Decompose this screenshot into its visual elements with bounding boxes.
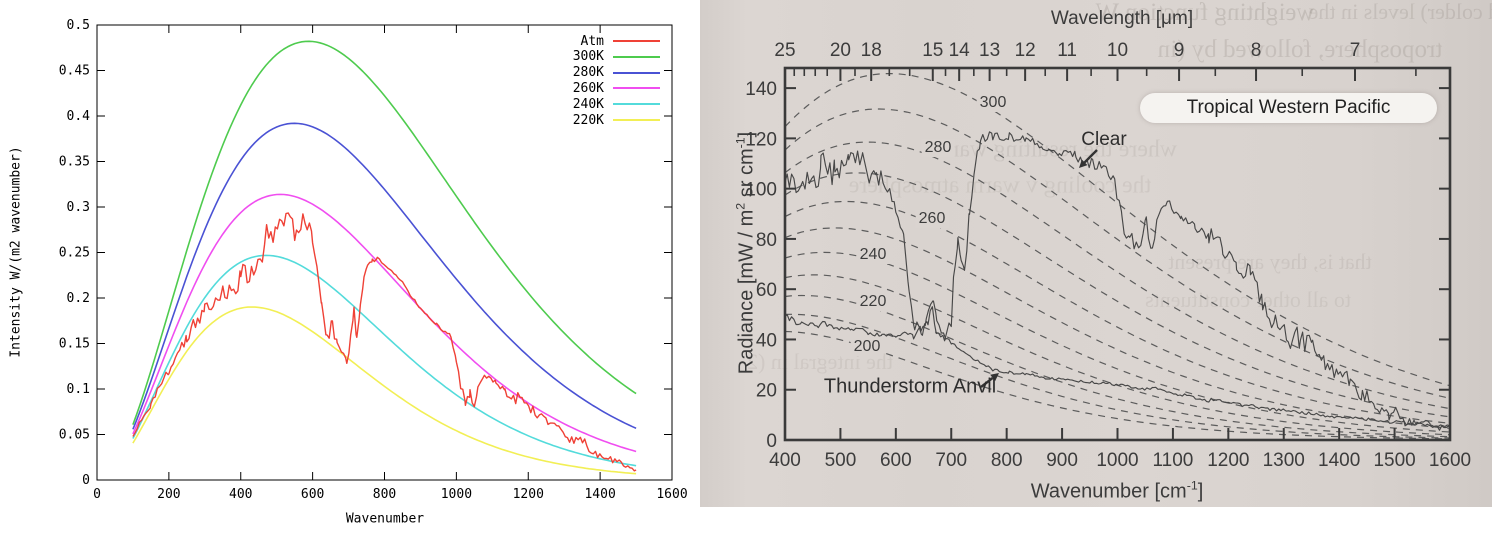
blackbody-curve-280K [785,141,1450,410]
wavelength-tick-label: 15 [922,40,943,61]
x-tick-label: 1100 [1152,450,1193,471]
blackbody-curve-260K [785,200,1450,424]
y-tick-label: 80 [756,230,777,251]
curve-220K [132,306,637,475]
y-tick-label: 40 [756,330,777,351]
x-tick-label: 800 [991,450,1023,471]
x-tick-label: 1600 [656,487,687,502]
curve-260K [132,193,637,453]
y-tick-label: 140 [745,79,777,100]
spectrum-thunderstorm-anvil [785,300,1450,428]
wavelength-tick-label: 20 [830,40,851,61]
wavelength-tick-label: 13 [979,40,1000,61]
blackbody-curve-240K [785,251,1450,433]
blackbody-curve-230K [785,274,1450,436]
wavelength-tick-label: 9 [1174,40,1185,61]
x-tick-label: 400 [229,487,252,502]
right-chart: 400 500 600 700 800 900 1000 1100 1200 1300 1400 15… [745,40,1471,471]
x-tick-label: 1200 [1207,450,1249,471]
wavelength-tick-label: 7 [1350,40,1361,61]
blackbody-curve-250K [785,227,1450,429]
x-tick-label: 200 [157,487,180,502]
left-axis-ticks: 0 200 400 600 800 1000 1200 1400 1600 0 0.05 0.1 0.1… [59,18,688,502]
x-tick-label: 500 [825,450,857,471]
blackbody-curve-290K [785,108,1450,399]
arrow-shaft [980,376,994,388]
blackbody-curve-200K [785,330,1450,440]
curve-280K [132,122,637,430]
x-tick-label: 0 [93,487,101,502]
x-tick-label: 1000 [441,487,472,502]
wavelength-tick-label: 25 [774,40,795,61]
x-tick-label: 600 [301,487,324,502]
y-tick-label: 0.35 [59,155,90,170]
wavelength-tick-label: 8 [1251,40,1262,61]
blackbody-curve-300K [785,73,1450,387]
arrow-head [990,373,999,382]
wavelength-tick-label: 12 [1015,40,1036,61]
x-tick-label: 1400 [1318,450,1360,471]
spectrum-clear [785,131,1450,431]
y-tick-label: 0.2 [67,291,90,306]
scanned-page-background [700,0,1492,507]
blackbody-curve-210K [785,313,1450,439]
blackbody-curve-220K [785,294,1450,438]
y-tick-label: 0.15 [59,337,90,352]
arrow-head [1079,159,1088,168]
x-tick-label: 1400 [584,487,615,502]
y-tick-label: 0.25 [59,246,90,261]
x-tick-label: 800 [373,487,396,502]
wavelength-tick-label: 10 [1107,40,1128,61]
annotation-arrow [980,373,999,388]
y-tick-label: 100 [745,180,777,201]
y-tick-label: 0.05 [59,428,90,443]
wavelength-tick-label: 14 [949,40,971,61]
x-tick-label: 600 [880,450,912,471]
y-tick-label: 0.45 [59,64,90,79]
left-plot-frame [96,24,673,481]
y-tick-label: 0.4 [67,109,91,124]
y-tick-label: 60 [756,280,777,301]
x-tick-label: 1300 [1263,450,1305,471]
left-chart: 0 200 400 600 800 1000 1200 1400 1600 0 0.05 0.1 0.1… [59,18,688,502]
y-tick-label: 0 [82,473,90,488]
x-tick-label: 400 [769,450,801,471]
x-tick-label: 1200 [513,487,544,502]
arrow-shaft [1083,149,1098,164]
curve-300K [132,40,637,425]
x-tick-label: 1500 [1373,450,1415,471]
x-tick-label: 700 [935,450,967,471]
curve-240K [132,254,637,467]
right-axis-ticks: 400 500 600 700 800 900 1000 1100 1200 1300 1400 15… [745,40,1471,471]
wavelength-tick-label: 18 [861,40,882,61]
y-tick-label: 0 [766,431,777,452]
x-tick-label: 1000 [1096,450,1138,471]
y-tick-label: 120 [745,129,777,150]
y-tick-label: 0.5 [67,18,90,33]
y-tick-label: 20 [756,381,777,402]
y-tick-label: 0.1 [67,382,90,397]
y-tick-label: 0.3 [67,200,90,215]
curve-atm [132,212,637,472]
x-tick-label: 1600 [1429,450,1471,471]
x-tick-label: 900 [1046,450,1078,471]
wavelength-tick-label: 11 [1057,40,1077,61]
annotation-arrow [1079,149,1098,168]
blackbody-curve-270K [785,172,1450,418]
